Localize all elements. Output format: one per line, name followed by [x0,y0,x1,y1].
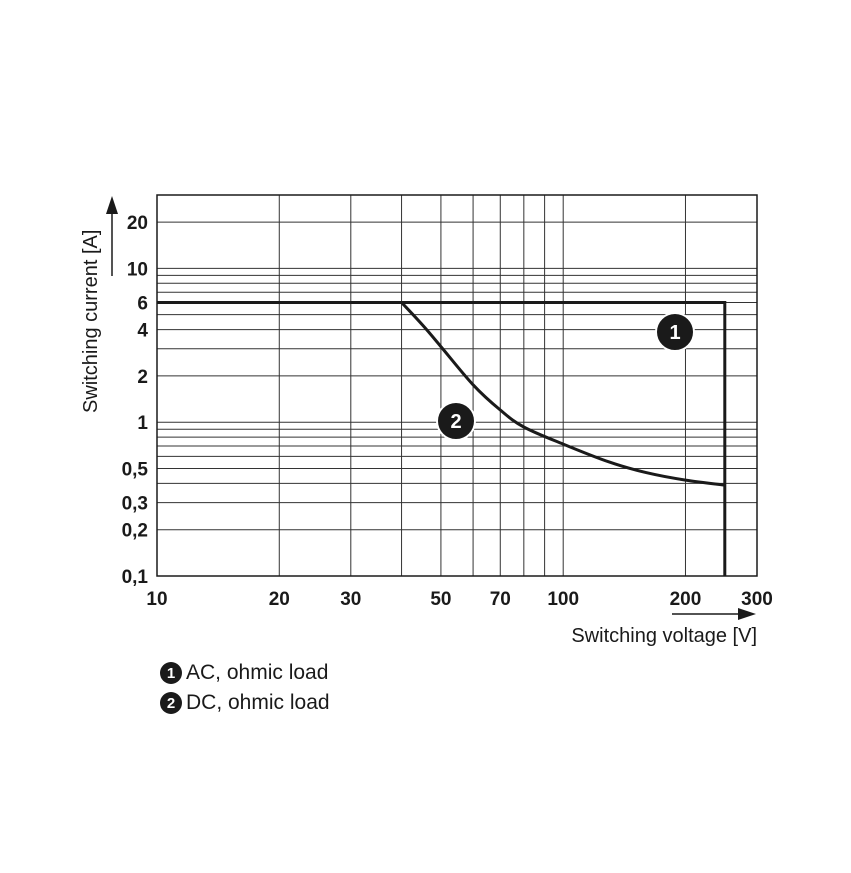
y-tick-label: 0,5 [122,459,149,480]
legend-badge-2: 2 [160,692,182,714]
y-tick-labels: 0,1 0,2 0,3 0,5 1 2 4 6 10 20 [122,213,149,588]
x-axis-label: Switching voltage [V] [571,625,757,647]
y-tick-label: 2 [137,367,148,388]
series-line-2 [400,301,725,487]
x-tick-label: 70 [490,589,511,610]
legend-text-1: AC, ohmic load [186,661,329,684]
curve-marker-label-2: 2 [450,411,461,433]
legend-item: 2 DC, ohmic load [160,688,330,718]
plot-frame [156,194,758,577]
curve-markers: 12 [436,312,695,441]
legend-item: 1 AC, ohmic load [160,658,330,688]
x-axis-arrow-head [738,608,756,620]
grid [156,194,758,577]
y-tick-label: 4 [137,321,148,342]
x-tick-label: 20 [269,589,290,610]
y-tick-label: 10 [127,259,148,280]
y-axis-arrow-head [106,196,118,214]
y-tick-label: 0,2 [122,521,148,542]
curve-marker-2 [436,401,476,441]
y-tick-label: 20 [127,213,148,234]
legend-text-2: DC, ohmic load [186,691,330,714]
axis-arrows [106,196,756,620]
y-tick-label: 1 [137,413,148,434]
x-tick-labels: 10 20 30 50 70 100 200 300 [146,589,772,610]
y-axis-label: Switching current [A] [80,230,102,413]
curve-marker-1 [655,312,695,352]
x-tick-label: 200 [670,589,702,610]
y-tick-label: 6 [137,294,148,315]
x-tick-label: 300 [741,589,773,610]
x-tick-label: 30 [340,589,361,610]
x-tick-label: 50 [430,589,451,610]
y-tick-label: 0,1 [122,567,149,588]
y-tick-label: 0,3 [122,494,148,515]
curve-marker-label-1: 1 [669,322,680,344]
x-tick-label: 10 [146,589,167,610]
x-tick-label: 100 [547,589,579,610]
legend: 1 AC, ohmic load 2 DC, ohmic load [160,658,330,718]
curves [157,301,727,576]
legend-badge-1: 1 [160,662,182,684]
